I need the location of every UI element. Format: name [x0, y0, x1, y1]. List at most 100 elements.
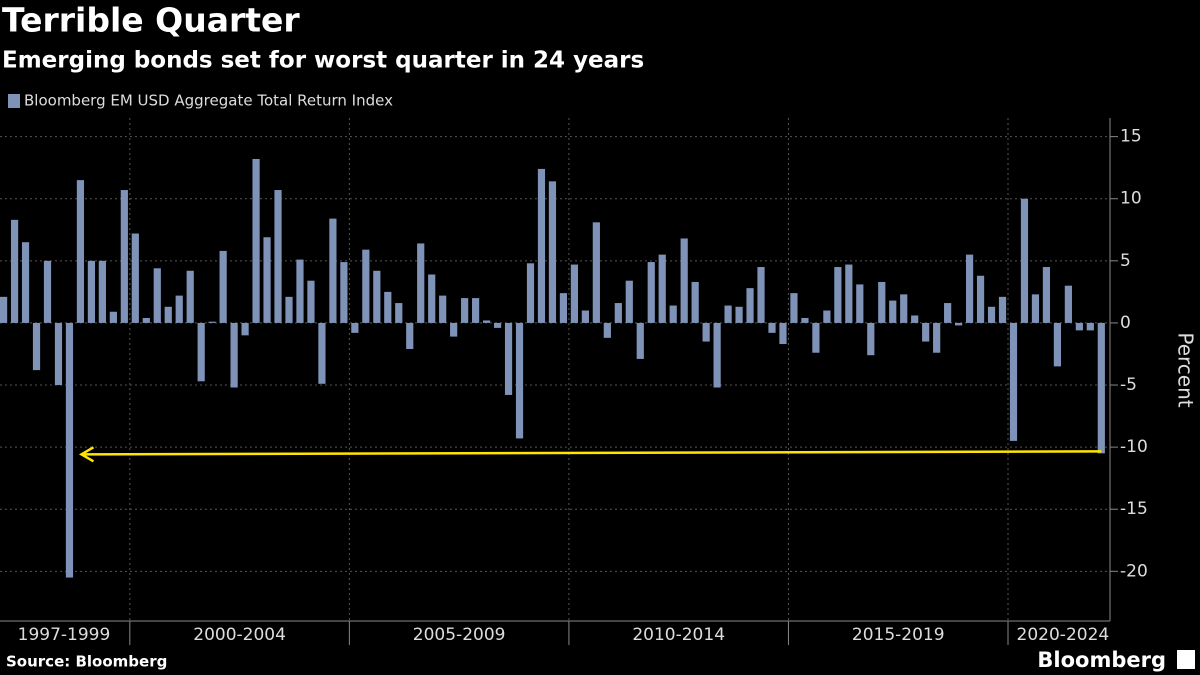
bar — [647, 262, 655, 323]
x-group-label: 1997-1999 — [18, 625, 111, 645]
bar — [395, 303, 403, 323]
source: Source: Bloomberg — [6, 653, 167, 671]
y-tick-label: 0 — [1120, 313, 1131, 333]
bar — [493, 322, 502, 328]
bar — [450, 322, 458, 337]
bar — [197, 322, 205, 382]
bar — [274, 190, 282, 323]
bar — [482, 320, 491, 323]
y-tick-label: 10 — [1120, 189, 1142, 209]
bar — [691, 281, 699, 323]
bar — [504, 322, 513, 395]
x-group-label: 2015-2019 — [852, 625, 945, 645]
bar — [746, 288, 754, 323]
bar — [1086, 322, 1094, 331]
bar — [54, 322, 63, 386]
bar — [120, 190, 128, 323]
y-tick-label: -10 — [1120, 437, 1148, 457]
bar — [131, 233, 139, 323]
bar — [164, 306, 172, 323]
bar — [757, 267, 765, 323]
bar — [735, 306, 743, 323]
bar — [417, 243, 425, 323]
annotation-arrowhead — [78, 446, 95, 463]
bar — [21, 242, 30, 323]
bar — [362, 249, 370, 323]
bar — [153, 268, 161, 323]
bar — [768, 322, 776, 333]
bar — [241, 322, 249, 336]
bar — [406, 322, 414, 350]
bar — [526, 263, 535, 323]
brand-logo: Bloomberg — [1037, 648, 1166, 672]
x-group-label: 2000-2004 — [193, 625, 286, 645]
legend-swatch — [8, 94, 20, 108]
bar — [373, 270, 381, 323]
y-tick-label: 5 — [1120, 251, 1131, 271]
bar — [98, 260, 106, 323]
bar — [329, 218, 337, 323]
y-tick-label: 15 — [1120, 127, 1142, 147]
bar — [307, 280, 315, 323]
bar — [669, 305, 677, 323]
bar — [779, 322, 787, 345]
bar — [900, 294, 908, 323]
bar — [548, 181, 557, 323]
bar — [998, 296, 1007, 323]
bar — [581, 310, 589, 323]
bar — [636, 322, 644, 359]
bar — [1020, 198, 1029, 323]
bar — [537, 168, 546, 323]
bar — [614, 303, 622, 323]
bar — [340, 262, 348, 323]
bar — [702, 322, 710, 342]
bar — [515, 322, 524, 439]
bar — [878, 281, 886, 323]
bar — [65, 322, 74, 578]
bar — [1009, 322, 1018, 441]
legend-label: Bloomberg EM USD Aggregate Total Return … — [24, 92, 393, 110]
y-tick-label: -20 — [1120, 561, 1148, 581]
x-group-label: 2005-2009 — [413, 625, 506, 645]
bar — [889, 300, 897, 323]
bar — [219, 250, 227, 323]
bar — [318, 322, 326, 384]
bar — [461, 298, 469, 323]
chart-title: Terrible Quarter — [2, 1, 300, 40]
bar — [658, 254, 666, 323]
bar — [603, 322, 611, 338]
bar — [142, 317, 150, 323]
bar — [263, 237, 271, 323]
y-tick-label: -15 — [1120, 499, 1148, 519]
bar — [230, 322, 238, 388]
bar — [834, 267, 842, 323]
bar — [933, 322, 941, 353]
bar — [252, 158, 260, 323]
bar — [680, 238, 688, 323]
brand-icon — [1177, 650, 1195, 669]
bar — [1031, 294, 1040, 323]
bar — [186, 270, 194, 323]
bar — [955, 322, 963, 326]
bar — [428, 274, 436, 323]
bar — [1097, 322, 1105, 454]
bar — [845, 264, 853, 323]
bar — [32, 322, 41, 371]
x-group-label: 2020-2024 — [1017, 625, 1110, 645]
bar — [285, 296, 293, 323]
bar — [43, 260, 52, 323]
y-tick-label: -5 — [1120, 375, 1137, 395]
bar — [570, 264, 579, 323]
bar — [625, 280, 633, 323]
bar — [856, 284, 864, 323]
bar — [965, 254, 974, 323]
y-axis-label: Percent — [1174, 332, 1198, 407]
bar — [175, 295, 183, 323]
bar — [87, 260, 96, 323]
bar — [790, 293, 798, 323]
bar — [559, 293, 568, 323]
bar — [1053, 322, 1062, 367]
bar — [987, 306, 996, 323]
bar — [944, 303, 952, 323]
